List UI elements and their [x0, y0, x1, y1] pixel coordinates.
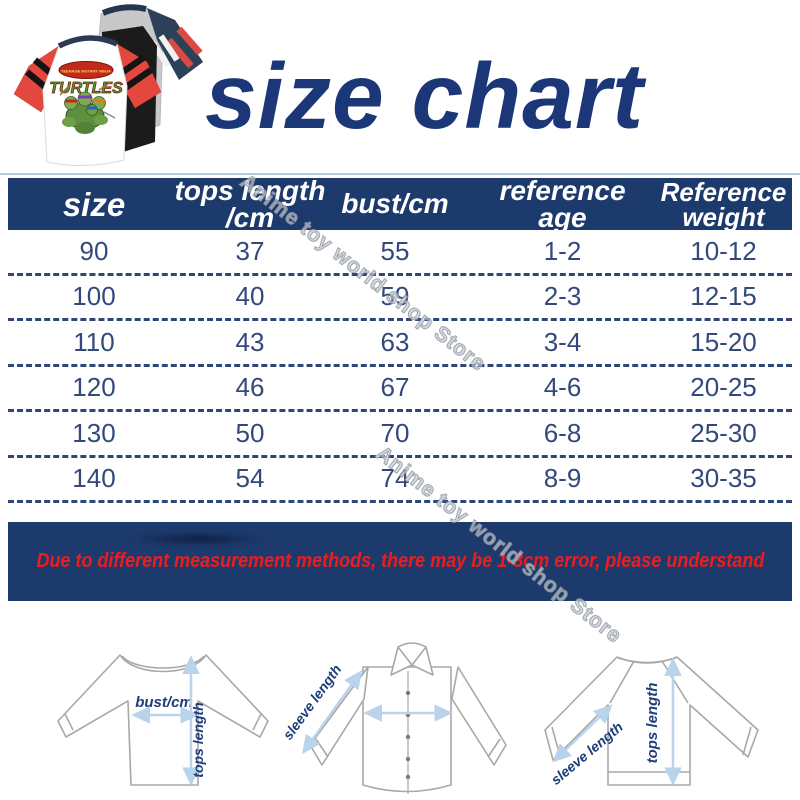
cell-size: 140 — [72, 463, 116, 494]
table-row: 90 37 55 1-2 10-12 — [8, 230, 792, 276]
header-tops-length: tops length /cm — [174, 175, 326, 233]
table-row: 140 54 74 8-9 30-35 — [8, 458, 792, 503]
table-header-row: size tops length /cm bust/cm reference a… — [8, 175, 792, 233]
print-title-text: TURTLES — [49, 80, 123, 97]
cell-weight: 12-15 — [690, 281, 757, 312]
table-row: 120 46 67 4-6 20-25 — [8, 367, 792, 412]
notice-banner: Due to different measurement methods, th… — [8, 522, 792, 601]
header-reference-age: reference age — [499, 175, 626, 233]
print-banner-text: TEENAGE MUTANT NINJA — [61, 69, 111, 74]
diagram-tee-measures: bust/cm tops length — [131, 655, 206, 786]
cell-weight: 10-12 — [690, 235, 757, 266]
cell-age: 2-3 — [543, 281, 582, 312]
cell-size: 130 — [72, 417, 116, 448]
cell-size: 90 — [79, 235, 109, 266]
cell-weight: 15-20 — [690, 326, 757, 357]
cell-age: 6-8 — [543, 417, 582, 448]
measurement-diagrams: bust/cm tops length sleeve length — [57, 642, 759, 794]
white-tmnt-tshirt: TEENAGE MUTANT NINJA TURTLES — [13, 35, 162, 167]
turtles-figures — [59, 81, 116, 134]
cell-bust: 63 — [380, 326, 410, 357]
cell-tops-length: 37 — [235, 235, 265, 266]
cell-size: 110 — [73, 326, 115, 357]
cell-age: 4-6 — [543, 372, 582, 403]
notice-text: Due to different measurement methods, th… — [36, 550, 764, 572]
table-row: 110 43 63 3-4 15-20 — [8, 321, 792, 367]
size-table: size tops length /cm bust/cm reference a… — [8, 175, 792, 503]
cell-tops-length: 46 — [235, 372, 265, 403]
diagram-button-shirt — [309, 642, 507, 794]
cell-age: 1-2 — [543, 235, 582, 266]
page-title: size chart — [205, 44, 645, 148]
cell-bust: 59 — [380, 281, 410, 312]
banner-smudge — [128, 532, 268, 546]
diagram-longsleeve-tee — [57, 654, 269, 786]
cell-bust: 67 — [380, 372, 410, 403]
tmnt-print: TEENAGE MUTANT NINJA TURTLES — [49, 61, 123, 134]
cell-weight: 20-25 — [690, 372, 757, 403]
header-size: size — [62, 185, 126, 223]
cell-tops-length: 54 — [235, 463, 265, 494]
cell-tops-length: 50 — [235, 417, 265, 448]
cell-tops-length: 40 — [235, 281, 265, 312]
header-bust: bust/cm — [341, 188, 449, 220]
tops-length-label: tops length — [644, 683, 661, 764]
top-divider-line — [0, 173, 800, 175]
cell-weight: 25-30 — [690, 417, 757, 448]
header-reference-weight: Reference weight — [660, 176, 787, 232]
bust-label: bust/cm — [135, 694, 193, 711]
cell-age: 3-4 — [543, 326, 582, 357]
cell-tops-length: 43 — [235, 326, 265, 357]
cell-size: 120 — [72, 372, 116, 403]
product-photo: TEENAGE MUTANT NINJA TURTLES — [13, 4, 203, 167]
cell-bust: 74 — [380, 463, 410, 494]
cell-age: 8-9 — [543, 463, 582, 494]
cell-bust: 55 — [380, 235, 410, 266]
table-row: 100 40 59 2-3 12-15 — [8, 276, 792, 321]
cell-bust: 70 — [380, 417, 410, 448]
cell-size: 100 — [72, 281, 116, 312]
table-row: 130 50 70 6-8 25-30 — [8, 412, 792, 458]
cell-weight: 30-35 — [690, 463, 757, 494]
tops-length-label: tops length — [190, 702, 206, 777]
